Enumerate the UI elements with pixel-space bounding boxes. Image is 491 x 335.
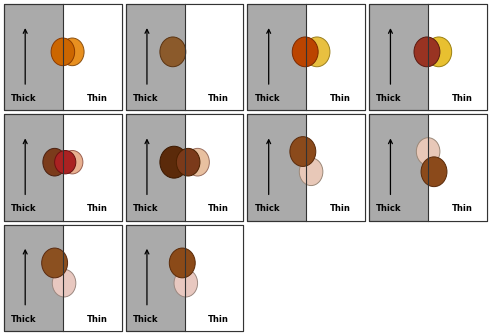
Ellipse shape: [300, 158, 323, 186]
Ellipse shape: [292, 37, 318, 67]
Text: Thin: Thin: [86, 315, 108, 324]
Ellipse shape: [160, 146, 188, 178]
Ellipse shape: [42, 248, 68, 278]
Bar: [126, 114, 244, 221]
Ellipse shape: [51, 38, 75, 66]
Bar: [4, 114, 122, 221]
Ellipse shape: [426, 37, 452, 67]
Ellipse shape: [160, 37, 186, 67]
Text: Thick: Thick: [11, 315, 36, 324]
Ellipse shape: [174, 269, 197, 297]
Text: Thick: Thick: [133, 204, 158, 213]
Text: Thick: Thick: [376, 204, 402, 213]
Bar: [126, 4, 244, 110]
Text: Thick: Thick: [376, 94, 402, 103]
Text: Thin: Thin: [330, 94, 351, 103]
Bar: [247, 114, 365, 221]
Text: Thin: Thin: [86, 94, 108, 103]
Bar: [185, 114, 244, 221]
Text: Thin: Thin: [86, 204, 108, 213]
Bar: [126, 4, 244, 110]
Ellipse shape: [421, 157, 447, 187]
Bar: [247, 4, 365, 110]
Ellipse shape: [176, 148, 200, 176]
Text: Thick: Thick: [254, 94, 280, 103]
Bar: [63, 114, 122, 221]
Text: Thin: Thin: [330, 204, 351, 213]
Bar: [369, 114, 487, 221]
Ellipse shape: [62, 150, 83, 174]
Bar: [185, 4, 244, 110]
Bar: [63, 4, 122, 110]
Bar: [63, 225, 122, 331]
Ellipse shape: [52, 269, 76, 297]
Text: Thin: Thin: [452, 204, 472, 213]
Ellipse shape: [43, 148, 66, 176]
Text: Thin: Thin: [208, 315, 229, 324]
Bar: [428, 4, 487, 110]
Text: Thick: Thick: [11, 204, 36, 213]
Ellipse shape: [55, 150, 76, 174]
Ellipse shape: [414, 37, 440, 67]
Bar: [4, 4, 122, 110]
Bar: [428, 114, 487, 221]
Bar: [185, 225, 244, 331]
Ellipse shape: [60, 38, 84, 66]
Ellipse shape: [290, 137, 316, 166]
Bar: [247, 114, 365, 221]
Ellipse shape: [304, 37, 330, 67]
Text: Thin: Thin: [208, 204, 229, 213]
Bar: [247, 4, 365, 110]
Bar: [369, 114, 487, 221]
Text: Thin: Thin: [452, 94, 472, 103]
Bar: [4, 225, 122, 331]
Ellipse shape: [416, 138, 440, 165]
Bar: [4, 4, 122, 110]
Ellipse shape: [186, 148, 209, 176]
Bar: [306, 114, 365, 221]
Text: Thick: Thick: [11, 94, 36, 103]
Text: Thick: Thick: [133, 315, 158, 324]
Text: Thick: Thick: [133, 94, 158, 103]
Bar: [4, 114, 122, 221]
Text: Thin: Thin: [208, 94, 229, 103]
Bar: [4, 225, 122, 331]
Bar: [306, 4, 365, 110]
Bar: [369, 4, 487, 110]
Text: Thick: Thick: [254, 204, 280, 213]
Bar: [369, 4, 487, 110]
Bar: [126, 114, 244, 221]
Bar: [126, 225, 244, 331]
Ellipse shape: [169, 248, 195, 278]
Bar: [126, 225, 244, 331]
